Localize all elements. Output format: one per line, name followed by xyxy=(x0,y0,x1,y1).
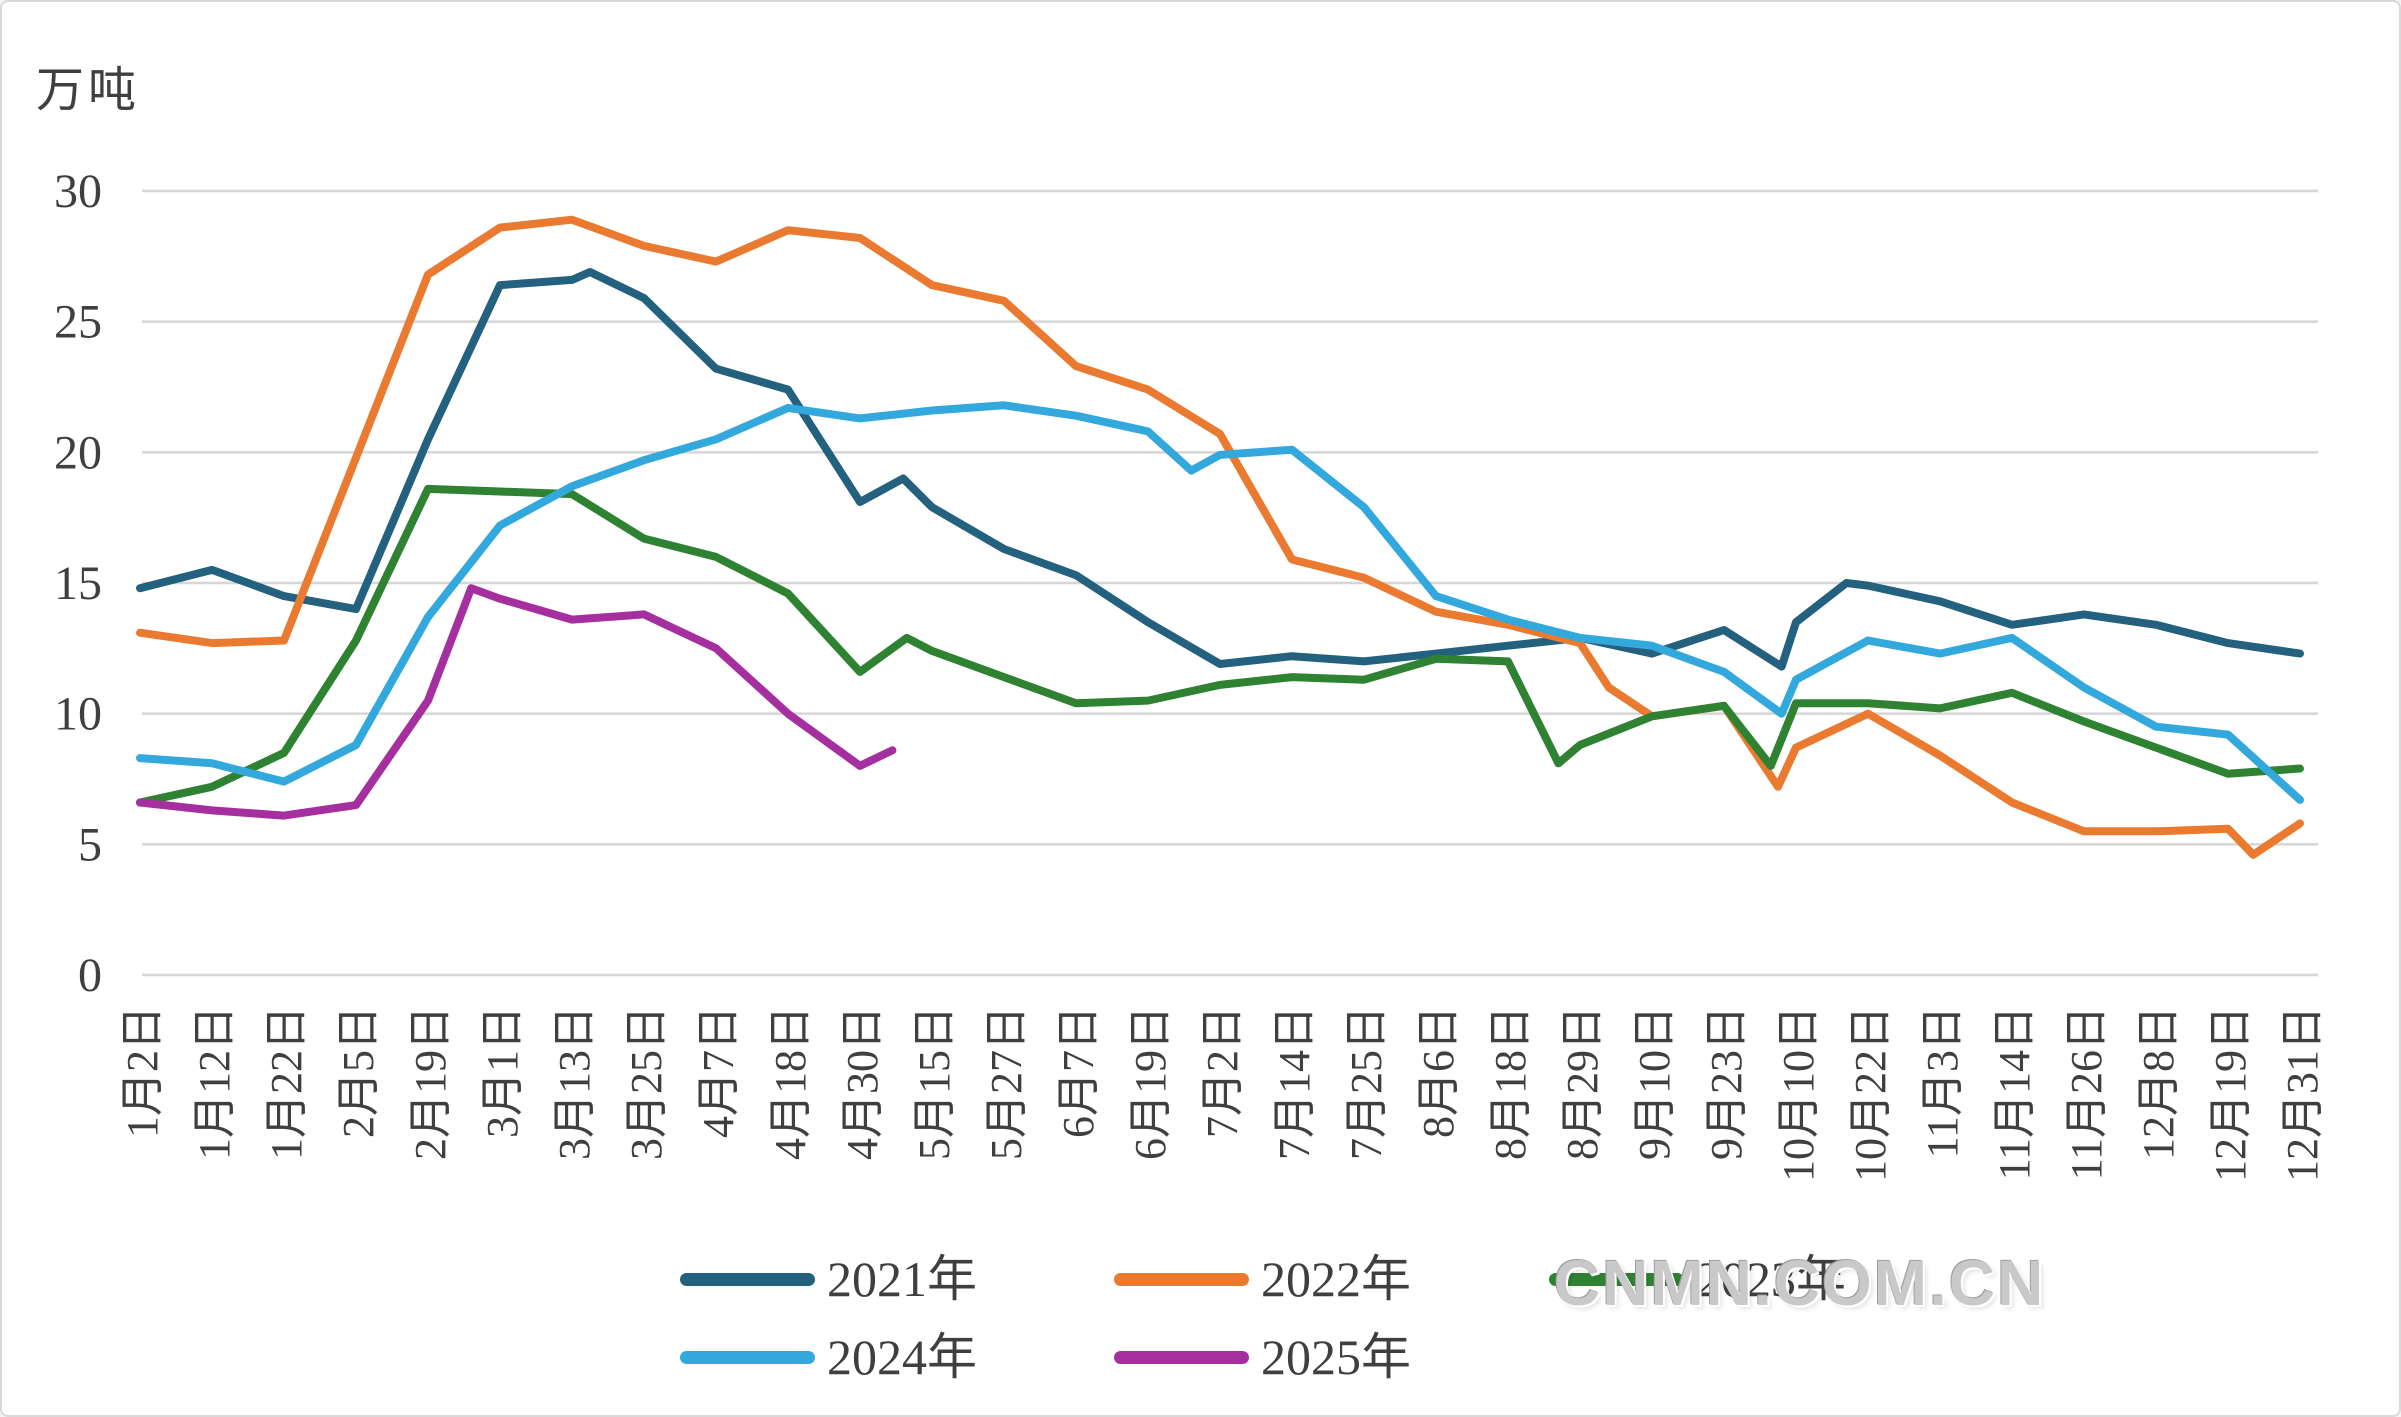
x-tick-label: 4月18日 xyxy=(766,1006,815,1160)
x-tick-label: 9月10日 xyxy=(1630,1006,1679,1160)
series-line-2022年 xyxy=(136,215,2304,859)
x-tick-label: 8月29日 xyxy=(1558,1006,1607,1160)
x-tick-label: 12月19日 xyxy=(2206,1006,2255,1182)
x-tick-label: 8月18日 xyxy=(1486,1006,1535,1160)
x-tick-label: 1月2日 xyxy=(118,1006,167,1138)
x-tick-label: 2月5日 xyxy=(334,1006,383,1138)
x-tick-label: 11月14日 xyxy=(1990,1006,2039,1180)
x-tick-label: 6月19日 xyxy=(1126,1006,1175,1160)
y-tick-label: 10 xyxy=(54,688,102,741)
y-tick-label: 25 xyxy=(54,296,102,349)
x-tick-label: 5月27日 xyxy=(982,1006,1031,1160)
x-tick-label: 11月26日 xyxy=(2062,1006,2111,1180)
x-tick-label: 1月22日 xyxy=(262,1006,311,1160)
x-tick-label: 9月23日 xyxy=(1702,1006,1751,1160)
x-tick-label: 1月12日 xyxy=(190,1006,239,1160)
watermark-text: CNMN.COM.CN xyxy=(1554,1247,2046,1319)
x-tick-label: 4月30日 xyxy=(838,1006,887,1160)
x-tick-label: 7月2日 xyxy=(1198,1006,1247,1138)
x-tick-label: 8月6日 xyxy=(1414,1006,1463,1138)
x-tick-label: 7月14日 xyxy=(1270,1006,1319,1160)
x-tick-label: 7月25日 xyxy=(1342,1006,1391,1160)
y-tick-label: 20 xyxy=(54,426,102,479)
x-tick-label: 3月25日 xyxy=(622,1006,671,1160)
x-tick-label: 10月22日 xyxy=(1846,1006,1895,1182)
y-tick-label: 30 xyxy=(54,165,102,218)
series-line-2021年 xyxy=(136,268,2304,671)
x-tick-label: 3月13日 xyxy=(550,1006,599,1160)
y-tick-label: 15 xyxy=(54,557,102,610)
series-line-2023年 xyxy=(136,484,2304,807)
y-tick-label: 5 xyxy=(78,818,102,871)
x-tick-label: 2月19日 xyxy=(406,1006,455,1160)
x-tick-label: 3月1日 xyxy=(478,1006,527,1138)
series-line-2025年 xyxy=(136,584,897,820)
y-tick-label: 0 xyxy=(78,949,102,1002)
series-line-2024年 xyxy=(136,401,2304,804)
x-tick-label: 5月15日 xyxy=(910,1006,959,1160)
x-axis-labels: 1月2日 1月12日 1月22日 2月5日 2月19日 3月1日 3月13日 3月25日 4月7… xyxy=(118,1006,2327,1182)
x-tick-label: 12月8日 xyxy=(2134,1006,2183,1160)
x-tick-label: 10月10日 xyxy=(1774,1006,1823,1182)
y-axis-unit-label: 万吨 xyxy=(36,64,141,117)
x-tick-label: 4月7日 xyxy=(694,1006,743,1138)
x-tick-label: 11月3日 xyxy=(1918,1006,1967,1158)
y-axis-labels: 0 5 10 15 20 25 30 xyxy=(54,165,102,1002)
x-tick-label: 6月7日 xyxy=(1054,1006,1103,1138)
x-tick-label: 12月31日 xyxy=(2278,1006,2327,1182)
gridlines xyxy=(142,189,2318,977)
